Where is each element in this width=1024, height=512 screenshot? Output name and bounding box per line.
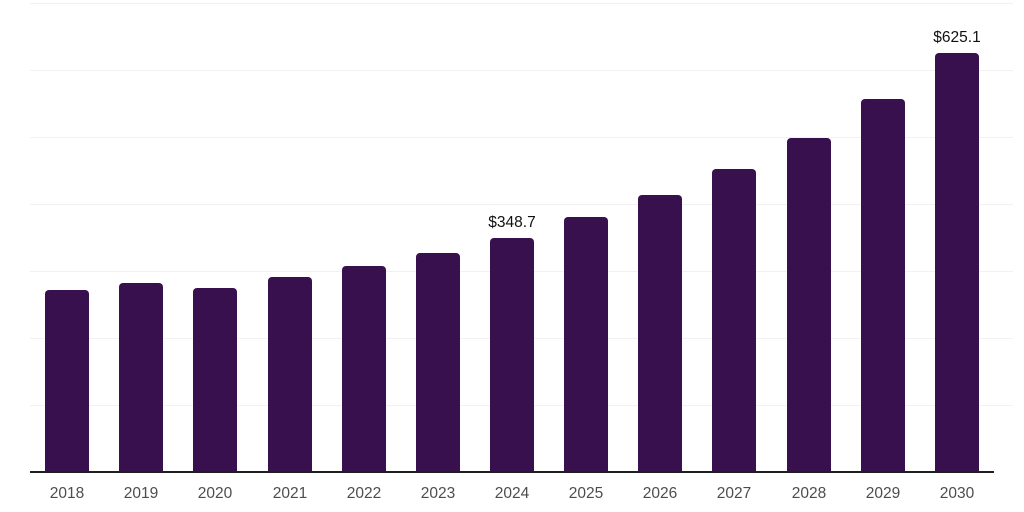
x-tick-label: 2019 bbox=[123, 485, 159, 502]
x-tick-label: 2030 bbox=[939, 485, 975, 502]
bar-2021 bbox=[268, 277, 312, 472]
x-tick-label: 2023 bbox=[420, 485, 456, 502]
bar-2020 bbox=[193, 288, 237, 472]
bar-value-label-2030: $625.1 bbox=[933, 29, 981, 46]
x-tick-label: 2018 bbox=[49, 485, 85, 502]
bar-2027 bbox=[712, 169, 756, 472]
bar-2023 bbox=[416, 253, 460, 472]
bar-2029 bbox=[861, 99, 905, 472]
bar-2030 bbox=[935, 53, 979, 472]
x-axis-line bbox=[30, 471, 994, 473]
bar-2018 bbox=[45, 290, 89, 472]
gridline bbox=[30, 3, 1013, 4]
bar-value-label-2024: $348.7 bbox=[488, 214, 536, 231]
x-tick-label: 2024 bbox=[494, 485, 530, 502]
x-tick-label: 2021 bbox=[272, 485, 308, 502]
x-tick-label: 2022 bbox=[346, 485, 382, 502]
gridline bbox=[30, 70, 1013, 71]
bar-2024 bbox=[490, 238, 534, 472]
x-tick-label: 2028 bbox=[791, 485, 827, 502]
bar-2028 bbox=[787, 138, 831, 472]
x-tick-label: 2029 bbox=[865, 485, 901, 502]
x-tick-label: 2026 bbox=[642, 485, 678, 502]
bar-2025 bbox=[564, 217, 608, 472]
x-tick-label: 2025 bbox=[568, 485, 604, 502]
bar-2022 bbox=[342, 266, 386, 472]
bar-2019 bbox=[119, 283, 163, 472]
x-tick-label: 2027 bbox=[716, 485, 752, 502]
bar-2026 bbox=[638, 195, 682, 472]
x-tick-label: 2020 bbox=[197, 485, 233, 502]
